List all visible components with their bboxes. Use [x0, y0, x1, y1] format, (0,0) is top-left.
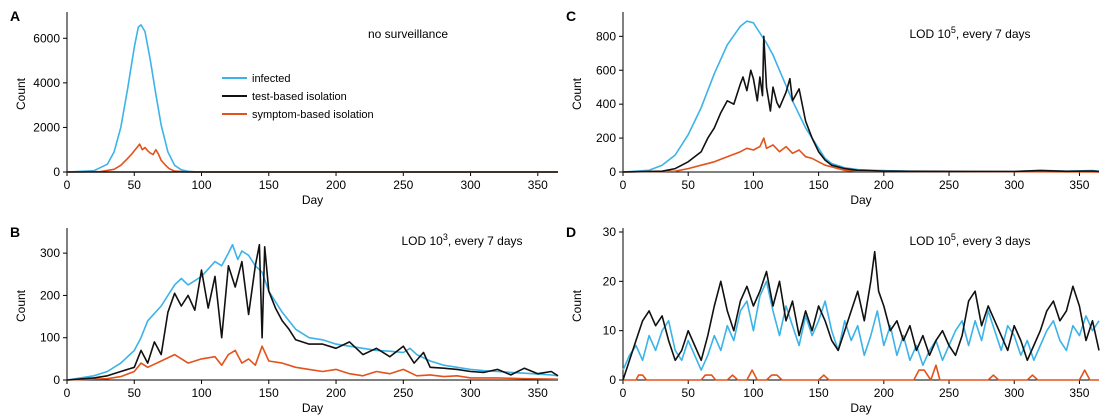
y-axis-label: Count	[14, 77, 28, 110]
panel-letter: B	[10, 224, 20, 240]
series-line-symptom-based	[623, 364, 1099, 381]
x-axis-label: Day	[850, 193, 871, 207]
y-tick-label: 10	[603, 324, 617, 338]
x-tick-label: 350	[528, 386, 548, 400]
x-tick-label: 100	[192, 178, 212, 192]
panel-title-base: LOD 10	[401, 234, 443, 248]
panel-c: C 0 50 100 150 200 250 300 350 0 200 400 600 800 Day Co…	[566, 8, 1100, 207]
y-tick-label: 0	[53, 373, 60, 387]
x-tick-label: 150	[259, 386, 279, 400]
panel-title-base: LOD 10	[909, 234, 951, 248]
x-tick-label: 150	[809, 178, 829, 192]
x-tick-label: 300	[1004, 386, 1024, 400]
series-line-symptom-based	[622, 137, 1100, 173]
legend-label: infected	[252, 73, 291, 85]
x-tick-label: 250	[393, 386, 413, 400]
x-tick-label: 250	[939, 386, 959, 400]
series-line-symptom-based	[66, 143, 558, 173]
y-tick-label: 20	[603, 274, 617, 288]
x-tick-label: 50	[128, 178, 142, 192]
y-axis-label: Count	[570, 289, 584, 322]
y-tick-label: 0	[53, 165, 60, 179]
legend: infected test-based isolation symptom-base…	[222, 73, 374, 121]
y-tick-label: 0	[609, 165, 616, 179]
series-line-symptom-based	[66, 345, 559, 381]
x-tick-label: 200	[874, 386, 894, 400]
panel-letter: A	[10, 8, 20, 24]
y-tick-label: 0	[609, 373, 616, 387]
x-tick-label: 50	[682, 178, 696, 192]
x-tick-label: 150	[259, 178, 279, 192]
series-line-infected	[622, 280, 1100, 371]
x-tick-label: 0	[64, 178, 71, 192]
y-tick-label: 800	[596, 29, 616, 43]
x-tick-label: 200	[874, 178, 894, 192]
series-line-test-based	[66, 243, 559, 381]
x-tick-label: 350	[1069, 386, 1089, 400]
x-tick-label: 0	[620, 178, 627, 192]
x-tick-label: 250	[939, 178, 959, 192]
x-tick-label: 100	[192, 386, 212, 400]
panel-title: LOD 103, every 7 days	[401, 232, 522, 248]
x-tick-label: 50	[682, 386, 696, 400]
y-tick-label: 30	[603, 225, 617, 239]
panel-title-superscript: 3	[443, 232, 448, 242]
panel-letter: C	[566, 8, 576, 24]
x-tick-label: 100	[743, 178, 763, 192]
panel-letter: D	[566, 224, 576, 240]
panel-d: D 0 50 100 150 200 250 300 350 0 10 20 30 Day Count LOD…	[566, 224, 1100, 415]
panel-title: LOD 105, every 7 days	[909, 25, 1030, 41]
x-tick-label: 200	[326, 178, 346, 192]
panel-title-suffix: , every 3 days	[956, 234, 1031, 248]
y-axis-label: Count	[570, 77, 584, 110]
panel-title-superscript: 5	[951, 25, 956, 35]
legend-label: test-based isolation	[252, 91, 347, 103]
y-tick-label: 400	[596, 97, 616, 111]
x-tick-label: 150	[809, 386, 829, 400]
series-line-infected	[66, 243, 559, 381]
x-tick-label: 300	[1004, 178, 1024, 192]
x-tick-label: 0	[620, 386, 627, 400]
x-axis-label: Day	[302, 401, 323, 415]
panel-title-suffix: , every 7 days	[956, 27, 1031, 41]
panel-title-superscript: 5	[951, 232, 956, 242]
series-line-test-based	[622, 250, 1100, 381]
series-line-test-based	[622, 35, 1100, 173]
panel-title: no surveillance	[368, 27, 448, 41]
x-tick-label: 100	[743, 386, 763, 400]
x-axis-label: Day	[302, 193, 323, 207]
legend-label: symptom-based isolation	[252, 109, 374, 121]
panel-title-suffix: , every 7 days	[448, 234, 523, 248]
x-tick-label: 300	[461, 178, 481, 192]
panel-a: A 0 50 100 150 200 250 300 350 0 2000 4000 6000 Day Co…	[10, 8, 558, 207]
y-tick-label: 6000	[33, 31, 60, 45]
y-tick-label: 4000	[33, 76, 60, 90]
y-tick-label: 100	[40, 331, 60, 345]
x-tick-label: 350	[528, 178, 548, 192]
x-tick-label: 0	[64, 386, 71, 400]
x-tick-label: 250	[393, 178, 413, 192]
y-axis-label: Count	[14, 289, 28, 322]
panel-title-base: LOD 10	[909, 27, 951, 41]
x-tick-label: 200	[326, 386, 346, 400]
panel-b: B 0 50 100 150 200 250 300 350 0 100 200 300 Day Count…	[10, 224, 559, 415]
x-tick-label: 50	[128, 386, 142, 400]
series-line-infected	[622, 20, 1100, 173]
y-tick-label: 300	[40, 246, 60, 260]
y-tick-label: 2000	[33, 120, 60, 134]
y-tick-label: 200	[596, 131, 616, 145]
y-tick-label: 200	[40, 288, 60, 302]
x-tick-label: 300	[461, 386, 481, 400]
x-tick-label: 350	[1069, 178, 1089, 192]
x-axis-label: Day	[850, 401, 871, 415]
panel-title: LOD 105, every 3 days	[909, 232, 1030, 248]
y-tick-label: 600	[596, 63, 616, 77]
